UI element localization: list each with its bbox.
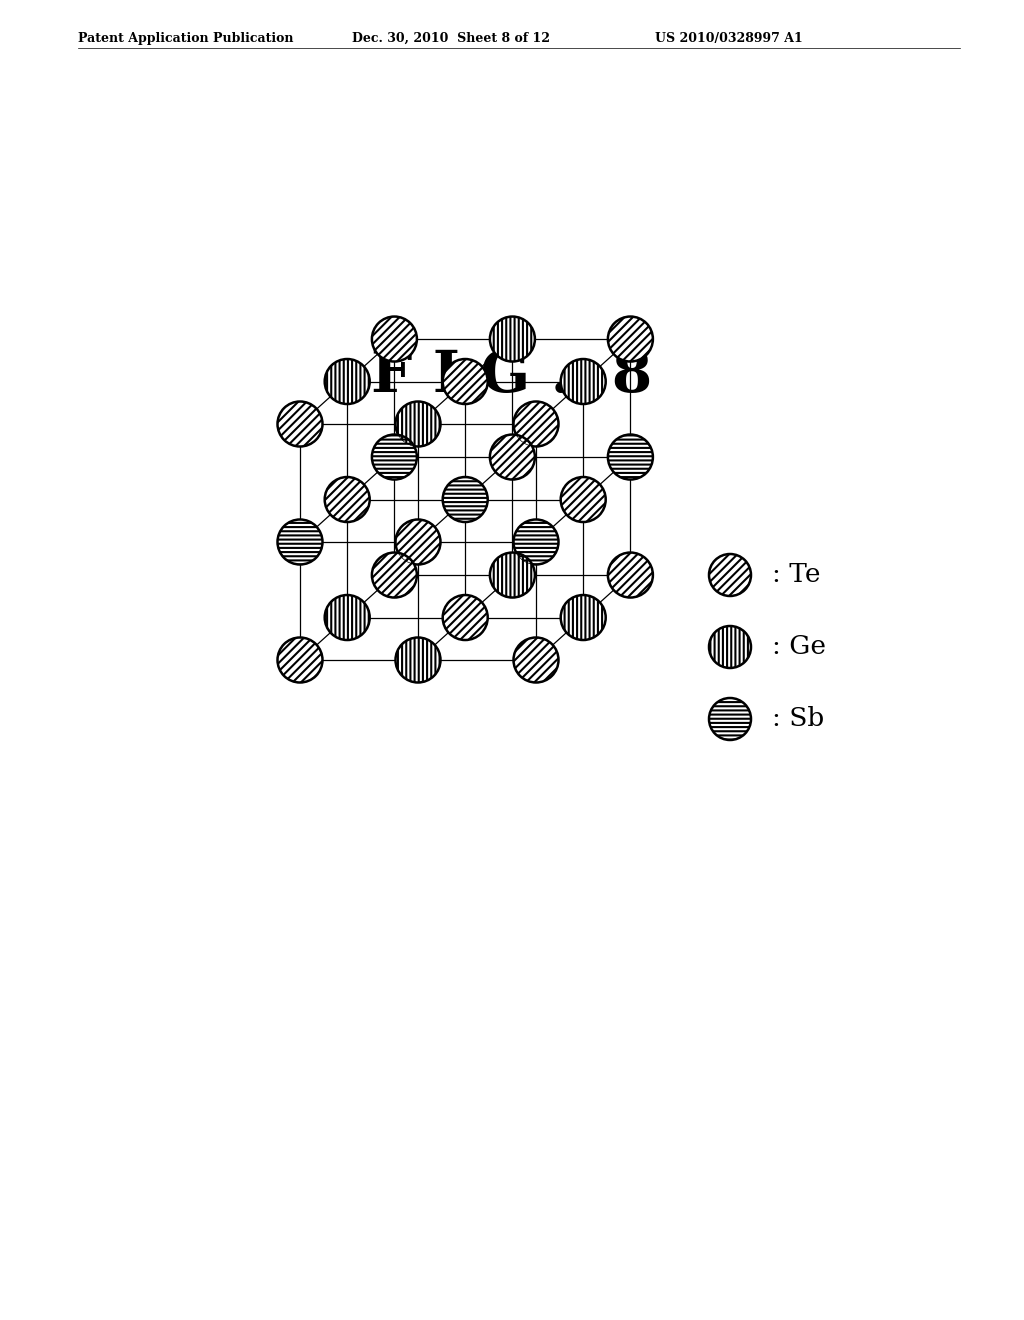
Circle shape (561, 595, 606, 640)
Text: US 2010/0328997 A1: US 2010/0328997 A1 (655, 32, 803, 45)
Circle shape (442, 595, 487, 640)
Circle shape (278, 638, 323, 682)
Circle shape (608, 317, 653, 362)
Circle shape (278, 401, 323, 446)
Text: : Ge: : Ge (772, 635, 826, 660)
Circle shape (395, 520, 440, 565)
Circle shape (372, 434, 417, 479)
Circle shape (561, 359, 606, 404)
Circle shape (709, 698, 751, 741)
Circle shape (489, 317, 535, 362)
Circle shape (395, 401, 440, 446)
Circle shape (709, 554, 751, 597)
Circle shape (372, 317, 417, 362)
Circle shape (395, 638, 440, 682)
Circle shape (442, 477, 487, 521)
Circle shape (561, 477, 606, 521)
Circle shape (513, 638, 558, 682)
Circle shape (442, 359, 487, 404)
Circle shape (513, 520, 558, 565)
Circle shape (325, 595, 370, 640)
Circle shape (325, 359, 370, 404)
Circle shape (489, 553, 535, 598)
Text: : Te: : Te (772, 562, 820, 587)
Circle shape (372, 553, 417, 598)
Text: : Sb: : Sb (772, 706, 824, 731)
Circle shape (489, 434, 535, 479)
Circle shape (608, 553, 653, 598)
Circle shape (325, 477, 370, 521)
Circle shape (608, 434, 653, 479)
Text: Patent Application Publication: Patent Application Publication (78, 32, 294, 45)
Text: Dec. 30, 2010  Sheet 8 of 12: Dec. 30, 2010 Sheet 8 of 12 (352, 32, 550, 45)
Text: F I G .  8: F I G . 8 (372, 348, 652, 404)
Circle shape (513, 401, 558, 446)
Circle shape (709, 626, 751, 668)
Circle shape (278, 520, 323, 565)
